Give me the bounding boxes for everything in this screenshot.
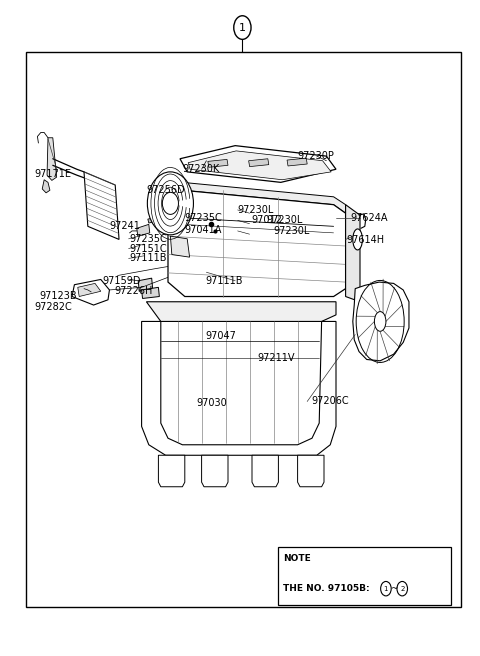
Text: ~: ~ — [390, 584, 398, 593]
Polygon shape — [47, 138, 57, 180]
Polygon shape — [72, 279, 109, 305]
Text: 97111B: 97111B — [130, 253, 167, 264]
Polygon shape — [252, 455, 278, 487]
Text: 97226H: 97226H — [114, 286, 153, 297]
Text: 97230P: 97230P — [298, 151, 335, 161]
Text: 1: 1 — [239, 22, 246, 33]
Polygon shape — [154, 216, 166, 224]
FancyBboxPatch shape — [278, 547, 451, 605]
Text: 97282C: 97282C — [35, 302, 72, 312]
Polygon shape — [180, 146, 336, 182]
Polygon shape — [146, 302, 336, 321]
Polygon shape — [137, 224, 150, 236]
Polygon shape — [249, 159, 269, 167]
Text: 97159D: 97159D — [103, 276, 141, 286]
Text: 97030: 97030 — [197, 398, 228, 408]
Text: 97624A: 97624A — [350, 213, 388, 223]
Text: 97235C: 97235C — [130, 234, 168, 244]
Text: 97256D: 97256D — [146, 185, 185, 195]
Text: THE NO. 97105B:: THE NO. 97105B: — [283, 584, 373, 593]
Text: 97241: 97241 — [109, 221, 140, 232]
Text: 97230L: 97230L — [266, 215, 303, 226]
Polygon shape — [168, 186, 346, 297]
Polygon shape — [138, 278, 153, 291]
Polygon shape — [208, 159, 228, 167]
Text: 97230L: 97230L — [238, 205, 274, 215]
Text: 97211V: 97211V — [257, 353, 295, 363]
Text: 97230K: 97230K — [182, 164, 220, 174]
Ellipse shape — [374, 312, 386, 331]
Text: 97614H: 97614H — [347, 235, 384, 245]
Polygon shape — [188, 151, 331, 180]
Text: 97111B: 97111B — [205, 276, 243, 286]
Circle shape — [147, 172, 193, 235]
Text: 97041A: 97041A — [185, 224, 222, 235]
Text: 97151C: 97151C — [130, 243, 167, 254]
FancyBboxPatch shape — [26, 52, 461, 607]
Text: 2: 2 — [400, 586, 405, 592]
Polygon shape — [142, 321, 336, 455]
Text: 97206C: 97206C — [311, 396, 348, 407]
Text: 97012: 97012 — [251, 215, 282, 226]
Polygon shape — [84, 172, 119, 239]
Polygon shape — [202, 455, 228, 487]
Polygon shape — [170, 236, 190, 257]
Text: 97230L: 97230L — [274, 226, 310, 236]
Circle shape — [162, 192, 179, 215]
Polygon shape — [168, 178, 346, 213]
Polygon shape — [287, 158, 307, 166]
Polygon shape — [353, 282, 409, 361]
Polygon shape — [42, 180, 50, 193]
Text: NOTE: NOTE — [283, 554, 311, 563]
Polygon shape — [142, 287, 159, 298]
Text: 97123B: 97123B — [39, 291, 77, 301]
Text: 97235C: 97235C — [185, 213, 223, 223]
Ellipse shape — [353, 229, 362, 250]
Polygon shape — [78, 283, 101, 297]
Text: 97171E: 97171E — [35, 169, 72, 179]
Polygon shape — [298, 455, 324, 487]
Polygon shape — [158, 455, 185, 487]
Polygon shape — [346, 205, 360, 302]
Text: 97047: 97047 — [205, 331, 236, 341]
Polygon shape — [148, 218, 154, 223]
Text: 1: 1 — [384, 586, 388, 592]
